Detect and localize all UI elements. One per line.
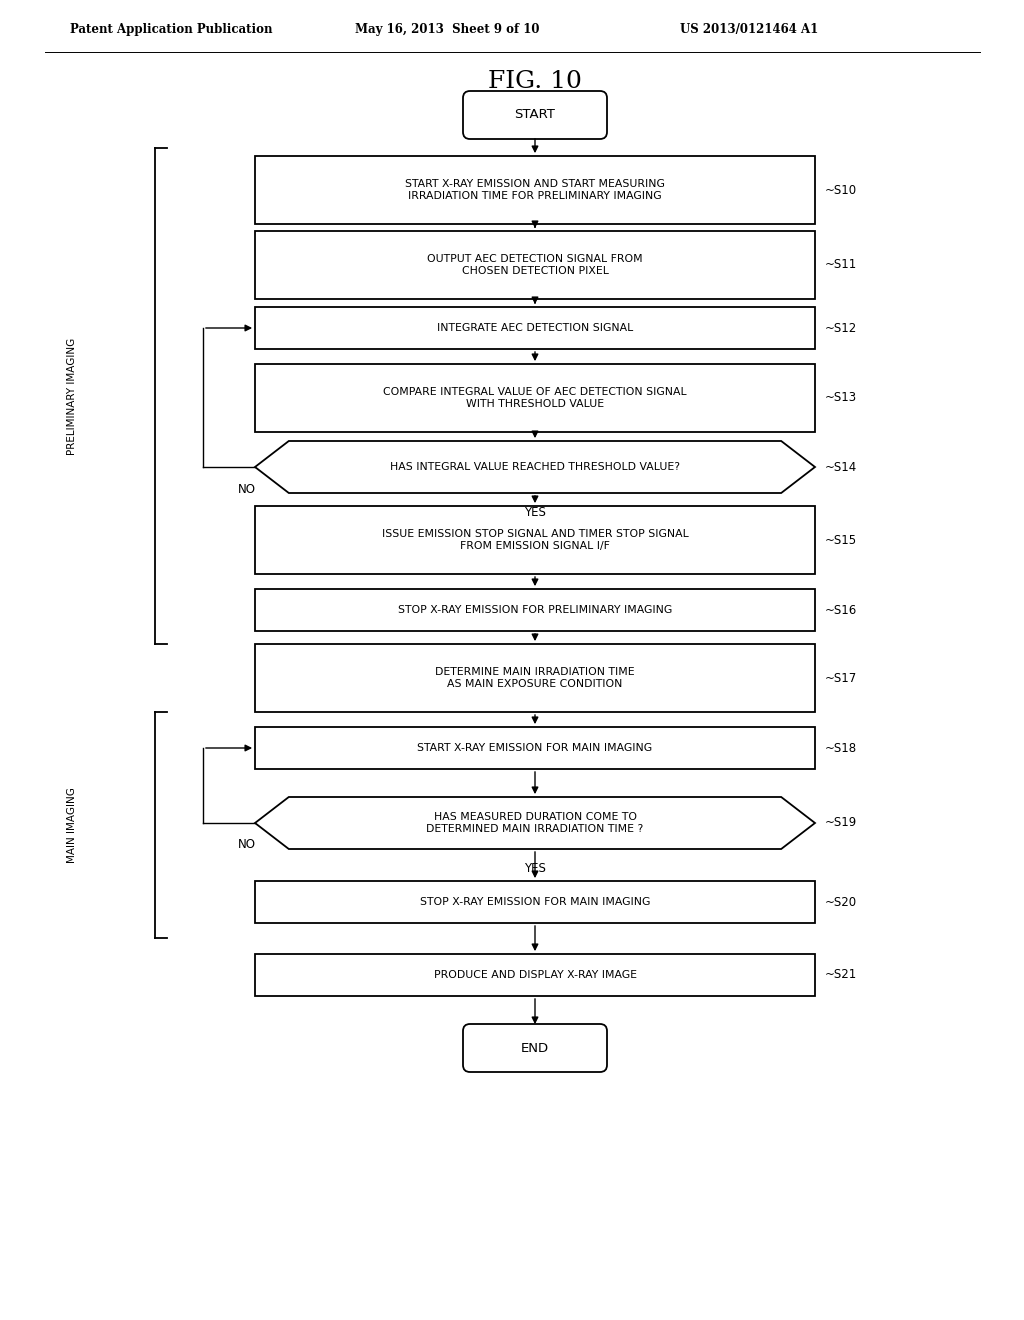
Text: START: START (515, 108, 555, 121)
Text: STOP X-RAY EMISSION FOR PRELIMINARY IMAGING: STOP X-RAY EMISSION FOR PRELIMINARY IMAG… (398, 605, 672, 615)
Text: ~S14: ~S14 (825, 461, 857, 474)
Bar (255, 308, 815, 348)
Text: ~S20: ~S20 (825, 895, 857, 908)
FancyBboxPatch shape (463, 91, 607, 139)
Text: ~S11: ~S11 (825, 259, 857, 272)
Bar (255, 364, 815, 432)
Text: ~S18: ~S18 (825, 742, 857, 755)
Text: ISSUE EMISSION STOP SIGNAL AND TIMER STOP SIGNAL
FROM EMISSION SIGNAL I/F: ISSUE EMISSION STOP SIGNAL AND TIMER STO… (382, 529, 688, 550)
Text: PRELIMINARY IMAGING: PRELIMINARY IMAGING (67, 338, 77, 454)
Text: COMPARE INTEGRAL VALUE OF AEC DETECTION SIGNAL
WITH THRESHOLD VALUE: COMPARE INTEGRAL VALUE OF AEC DETECTION … (383, 387, 687, 409)
Text: END: END (521, 1041, 549, 1055)
Bar (255, 727, 815, 770)
Text: NO: NO (238, 838, 256, 851)
Text: ~S13: ~S13 (825, 392, 857, 404)
Bar (255, 506, 815, 574)
Text: May 16, 2013  Sheet 9 of 10: May 16, 2013 Sheet 9 of 10 (355, 24, 540, 37)
Text: ~S12: ~S12 (825, 322, 857, 334)
Text: DETERMINE MAIN IRRADIATION TIME
AS MAIN EXPOSURE CONDITION: DETERMINE MAIN IRRADIATION TIME AS MAIN … (435, 667, 635, 689)
Bar (255, 231, 815, 300)
Text: YES: YES (524, 506, 546, 519)
Text: ~S21: ~S21 (825, 969, 857, 982)
Text: Patent Application Publication: Patent Application Publication (70, 24, 272, 37)
Text: US 2013/0121464 A1: US 2013/0121464 A1 (680, 24, 818, 37)
Bar (255, 156, 815, 224)
Text: START X-RAY EMISSION FOR MAIN IMAGING: START X-RAY EMISSION FOR MAIN IMAGING (418, 743, 652, 752)
Text: ~S15: ~S15 (825, 533, 857, 546)
Text: INTEGRATE AEC DETECTION SIGNAL: INTEGRATE AEC DETECTION SIGNAL (437, 323, 633, 333)
Polygon shape (255, 441, 815, 492)
Bar (255, 589, 815, 631)
Text: HAS INTEGRAL VALUE REACHED THRESHOLD VALUE?: HAS INTEGRAL VALUE REACHED THRESHOLD VAL… (390, 462, 680, 473)
Text: PRODUCE AND DISPLAY X-RAY IMAGE: PRODUCE AND DISPLAY X-RAY IMAGE (433, 970, 637, 979)
Text: ~S10: ~S10 (825, 183, 857, 197)
Bar (255, 644, 815, 711)
Text: STOP X-RAY EMISSION FOR MAIN IMAGING: STOP X-RAY EMISSION FOR MAIN IMAGING (420, 898, 650, 907)
Text: HAS MEASURED DURATION COME TO
DETERMINED MAIN IRRADIATION TIME ?: HAS MEASURED DURATION COME TO DETERMINED… (426, 812, 644, 834)
FancyBboxPatch shape (463, 1024, 607, 1072)
Text: YES: YES (524, 862, 546, 875)
Polygon shape (255, 797, 815, 849)
Text: MAIN IMAGING: MAIN IMAGING (67, 787, 77, 863)
Bar (255, 954, 815, 997)
Text: OUTPUT AEC DETECTION SIGNAL FROM
CHOSEN DETECTION PIXEL: OUTPUT AEC DETECTION SIGNAL FROM CHOSEN … (427, 255, 643, 276)
Text: ~S17: ~S17 (825, 672, 857, 685)
Text: START X-RAY EMISSION AND START MEASURING
IRRADIATION TIME FOR PRELIMINARY IMAGIN: START X-RAY EMISSION AND START MEASURING… (406, 180, 665, 201)
Text: ~S16: ~S16 (825, 603, 857, 616)
Bar (255, 880, 815, 923)
Text: ~S19: ~S19 (825, 817, 857, 829)
Text: FIG. 10: FIG. 10 (488, 70, 582, 94)
Text: NO: NO (238, 483, 256, 495)
